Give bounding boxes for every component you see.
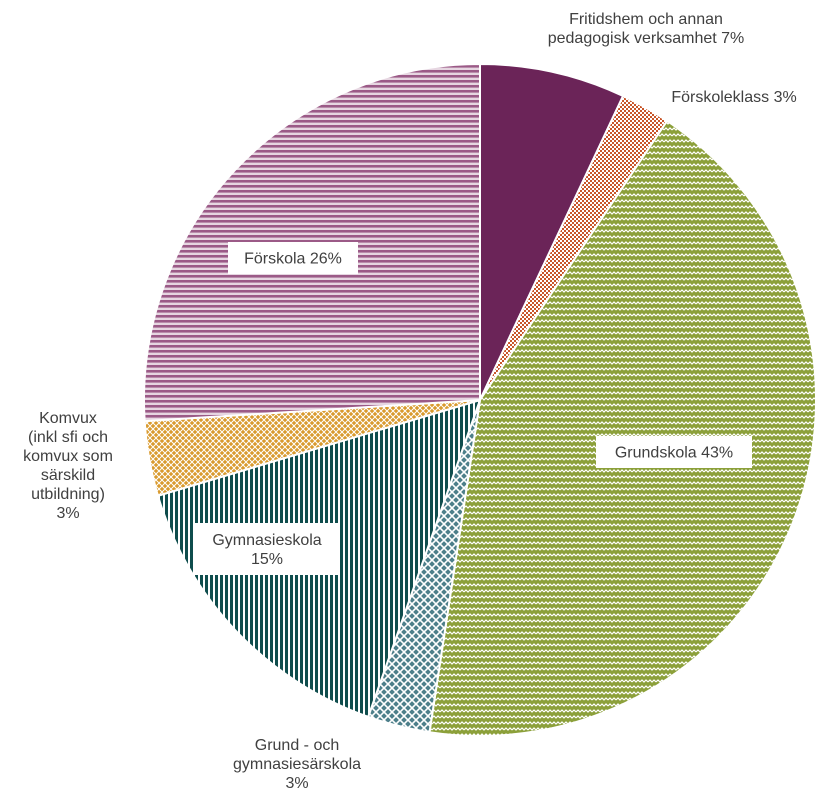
slice-label-3: Grund - och gymnasiesärskola 3% <box>233 737 361 792</box>
slice-label-5: Komvux (inkl sfi och komvux som särskild utb… <box>23 410 113 522</box>
slice-label-text: Komvux <box>39 410 97 427</box>
slice-label-text: komvux som <box>23 448 113 465</box>
slice-label-text: Förskola 26% <box>244 251 342 268</box>
slice-label-text: pedagogisk verksamhet 7% <box>548 30 745 47</box>
slice-label-box <box>195 523 339 575</box>
slice-label-text: gymnasiesärskola <box>233 756 361 773</box>
slice-label-box <box>596 436 752 468</box>
slice-label-4: Gymnasieskola 15% <box>195 523 339 575</box>
slice-label-2: Grundskola 43% <box>596 436 752 468</box>
slice-label-text: 3% <box>285 775 308 792</box>
slice-label-text: Förskoleklass 3% <box>671 89 796 106</box>
slice-label-text: 3% <box>56 505 79 522</box>
slice-label-box <box>228 242 358 274</box>
slice-label-1: Förskoleklass 3% <box>671 89 796 106</box>
slice-label-text: Grundskola 43% <box>615 445 733 462</box>
pie-labels: Fritidshem och annan pedagogisk verksamhe… <box>23 11 797 792</box>
slice-label-text: Grund - och <box>255 737 339 754</box>
slice-label-0: Fritidshem och annan pedagogisk verksamhe… <box>548 11 745 47</box>
pie-slices <box>143 62 816 737</box>
slice-label-text: (inkl sfi och <box>28 429 108 446</box>
slice-label-text: 15% <box>251 551 283 568</box>
slice-label-text: utbildning) <box>31 486 105 503</box>
pie-slice-grundskola <box>428 119 816 737</box>
slice-label-6: Förskola 26% <box>228 242 358 274</box>
pie-slice-fritidshem-och-annan-pedagogisk-verksamhet <box>479 62 625 401</box>
slice-label-text: särskild <box>41 467 95 484</box>
slice-label-text: Fritidshem och annan <box>569 11 723 28</box>
slice-label-text: Gymnasieskola <box>212 532 321 549</box>
